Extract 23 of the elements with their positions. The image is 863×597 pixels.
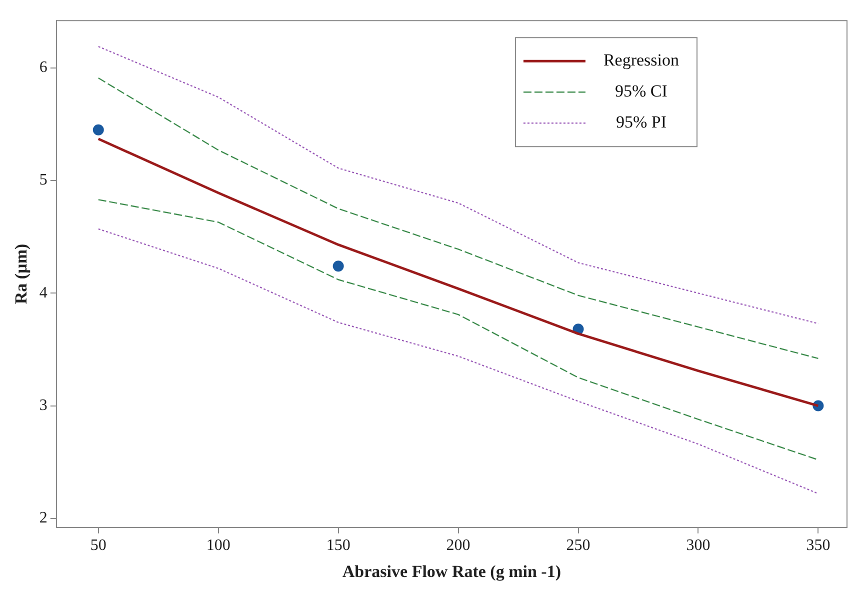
x-axis-title: Abrasive Flow Rate (g min -1) [342,562,562,582]
y-tick-label: 4 [39,284,48,302]
line-series [98,46,819,324]
point [92,124,104,136]
x-tick-label: 250 [566,537,590,554]
x-tick-label: 150 [326,537,350,554]
x-tick-label: 350 [806,537,830,554]
y-tick-label: 3 [39,396,48,414]
y-axis-title: Ra (µm) [12,244,31,304]
x-tick-label: 200 [446,537,470,554]
x-tick-label: 300 [686,537,710,554]
line-series [98,199,819,460]
legend-label: 95% CI [615,82,668,101]
y-tick-label: 2 [39,510,48,527]
point [332,260,344,272]
legend-label: 95% PI [616,112,667,132]
line-series [98,228,819,494]
legend-label: Regression [603,50,680,70]
x-tick-label: 100 [206,537,230,554]
y-tick-label: 5 [39,172,48,189]
y-tick-label: 6 [39,59,48,76]
line-series [98,77,819,360]
x-tick-label: 50 [90,537,106,554]
